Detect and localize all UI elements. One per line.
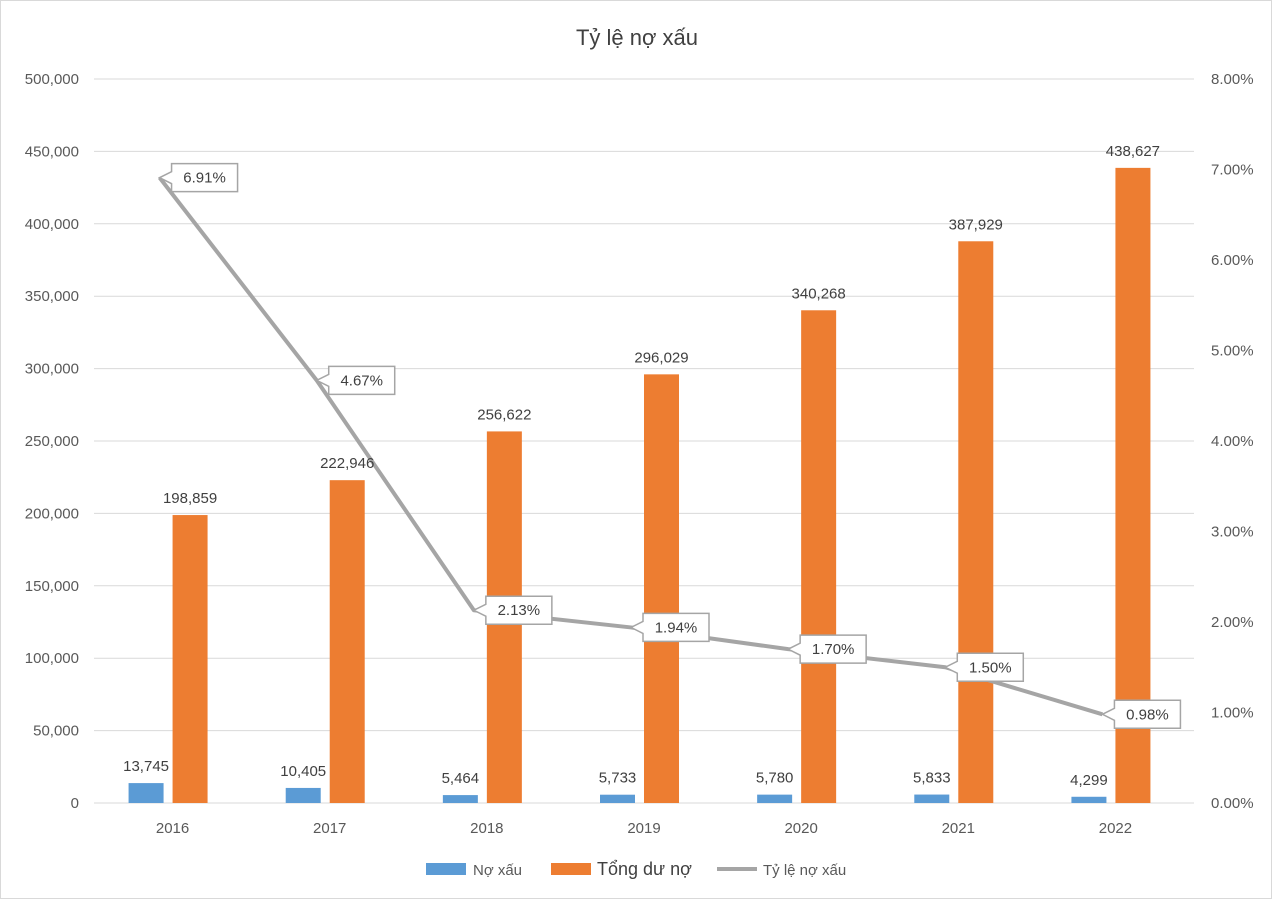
line-data-label: 0.98%: [1126, 706, 1169, 723]
bar-tong-du-no: [1115, 167, 1151, 803]
right-tick-label: 7.00%: [1211, 162, 1254, 179]
bar-data-label: 4,299: [1070, 772, 1108, 789]
left-tick-label: 50,000: [33, 723, 79, 740]
left-tick-label: 500,000: [25, 71, 79, 88]
left-tick-label: 400,000: [25, 216, 79, 233]
right-tick-label: 4.00%: [1211, 433, 1254, 450]
left-tick-label: 250,000: [25, 433, 79, 450]
callout-box: [1100, 699, 1182, 730]
right-tick-label: 0.00%: [1211, 795, 1254, 812]
bar-no-xau: [914, 794, 950, 803]
line-data-label: 2.13%: [498, 602, 541, 619]
right-tick-label: 6.00%: [1211, 252, 1254, 269]
bar-tong-du-no: [958, 241, 994, 803]
bar-data-label: 222,946: [320, 455, 374, 472]
x-tick-label: 2017: [313, 820, 346, 837]
legend-swatch: [551, 863, 591, 875]
bar-tong-du-no: [644, 374, 679, 803]
bar-tong-du-no: [329, 480, 365, 803]
right-axis: 0.00% 1.00% 2.00% 3.00% 4.00% 5.00% 6.00% 7.00%…: [1211, 71, 1254, 812]
line-callout: 0.98%: [1100, 699, 1182, 730]
bar-data-label: 13,745: [123, 758, 169, 775]
legend-swatch: [426, 863, 466, 875]
line-callout: 1.94%: [629, 612, 710, 643]
line-callout: 1.70%: [786, 634, 867, 664]
callout-box: [157, 162, 239, 193]
callout-box: [629, 612, 710, 643]
bar-tong-du-no: [172, 515, 208, 803]
line-callout: 4.67%: [315, 365, 396, 396]
bar-data-label: 5,833: [913, 770, 951, 787]
bar-no-xau: [1071, 796, 1107, 803]
x-tick-label: 2019: [627, 820, 660, 837]
left-tick-label: 300,000: [25, 361, 79, 378]
line-data-label: 1.94%: [655, 619, 698, 636]
legend-label: Nợ xấu: [473, 862, 522, 879]
left-tick-label: 450,000: [25, 143, 79, 160]
bar-data-label: 296,029: [634, 349, 688, 366]
left-tick-label: 100,000: [25, 650, 79, 667]
legend-label: Tổng dư nợ: [597, 859, 692, 879]
x-tick-label: 2022: [1099, 820, 1132, 837]
left-tick-label: 200,000: [25, 505, 79, 522]
line-callout: 2.13%: [472, 595, 553, 625]
bar-data-label: 5,733: [599, 770, 637, 787]
bar-data-label: 5,464: [442, 770, 480, 787]
bar-data-label: 256,622: [477, 406, 531, 423]
line-callout: 6.91%: [157, 162, 239, 193]
callout-box: [472, 595, 553, 625]
callout-box: [786, 634, 867, 664]
bar-no-xau: [600, 794, 635, 803]
callout-box: [943, 652, 1025, 682]
bar-no-xau: [285, 787, 321, 803]
chart-title: Tỷ lệ nợ xấu: [576, 25, 698, 50]
bar-data-label: 340,268: [792, 285, 846, 302]
data-labels: 13,745 10,405 5,464 5,733 5,780 5,833 4,299 198…: [123, 143, 1182, 789]
right-tick-label: 3.00%: [1211, 524, 1254, 541]
x-tick-label: 2020: [784, 820, 817, 837]
bar-data-label: 438,627: [1106, 143, 1160, 160]
bar-no-xau: [442, 795, 478, 803]
line-data-label: 6.91%: [183, 170, 226, 187]
callout-box: [315, 365, 396, 396]
right-tick-label: 5.00%: [1211, 343, 1254, 360]
line-data-label: 1.50%: [969, 659, 1012, 676]
left-axis: 0 50,000 100,000 150,000 200,000 250,000 300,0…: [25, 71, 79, 812]
line-callout: 1.50%: [943, 652, 1025, 682]
bar-tong-du-no: [801, 310, 837, 803]
x-tick-label: 2021: [942, 820, 975, 837]
legend-item-ty-le-no-xau: Tỷ lệ nợ xấu: [717, 862, 846, 879]
bar-no-xau: [757, 794, 793, 803]
x-axis: 2016 2017 2018 2019 2020 2021 2022: [156, 820, 1132, 837]
left-tick-label: 350,000: [25, 288, 79, 305]
legend: Nợ xấu Tổng dư nợ Tỷ lệ nợ xấu: [426, 859, 846, 879]
legend-item-no-xau: Nợ xấu: [426, 862, 522, 879]
line-data-label: 4.67%: [340, 372, 383, 389]
bar-data-label: 198,859: [163, 490, 217, 507]
legend-item-tong-du-no: Tổng dư nợ: [551, 859, 692, 879]
x-tick-label: 2016: [156, 820, 189, 837]
right-tick-label: 1.00%: [1211, 705, 1254, 722]
line-data-label: 1.70%: [812, 641, 855, 658]
legend-label: Tỷ lệ nợ xấu: [763, 862, 846, 879]
bar-data-label: 10,405: [280, 763, 326, 780]
x-tick-label: 2018: [470, 820, 503, 837]
bar-no-xau: [128, 783, 164, 803]
bar-data-label: 387,929: [949, 216, 1003, 233]
right-tick-label: 8.00%: [1211, 71, 1254, 88]
left-tick-label: 150,000: [25, 578, 79, 595]
right-tick-label: 2.00%: [1211, 614, 1254, 631]
bar-data-label: 5,780: [756, 770, 794, 787]
left-tick-label: 0: [71, 795, 79, 812]
bars: [128, 167, 1151, 803]
